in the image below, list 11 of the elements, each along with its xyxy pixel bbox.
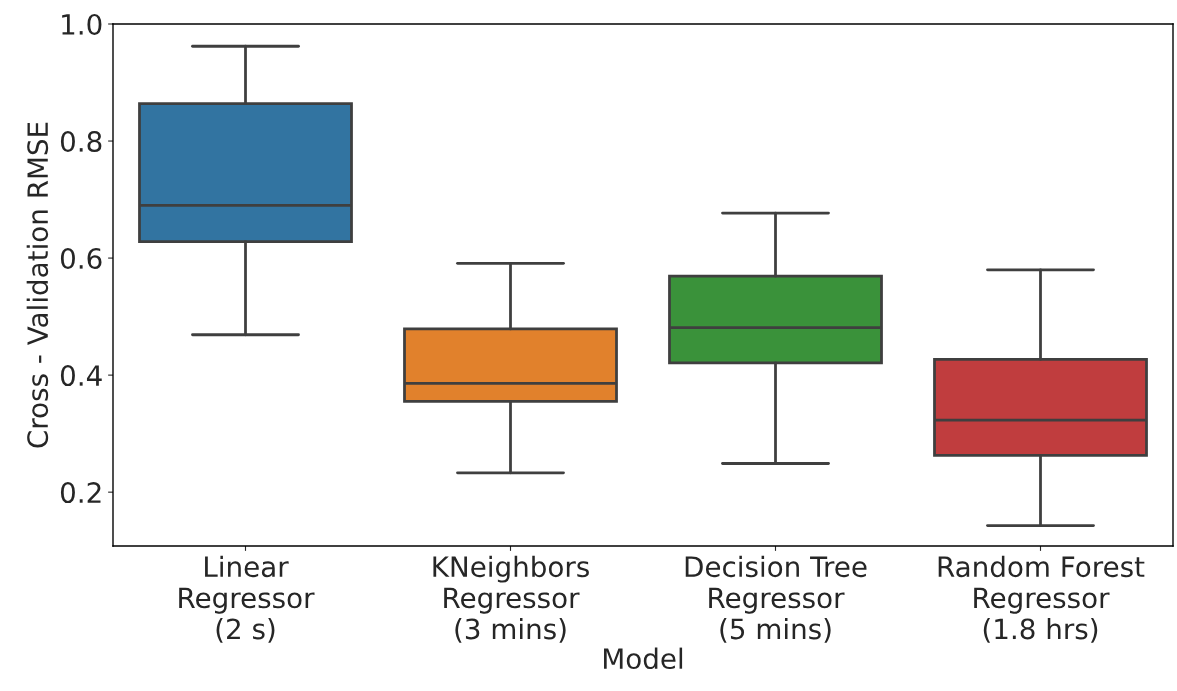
x-tick-label: Decision Tree Regressor (5 mins) [685, 555, 867, 643]
x-tick-label: Linear Regressor (2 s) [179, 555, 315, 643]
y-tick-label: 0.4 [60, 365, 102, 387]
y-axis-title: Cross - Validation RMSE [26, 122, 49, 448]
y-tick-label: 1.0 [62, 13, 102, 35]
y-tick-label: 0.6 [60, 248, 102, 270]
x-axis-title: Model [604, 647, 683, 670]
y-tick-label: 0.8 [60, 130, 102, 152]
y-tick-label: 0.2 [60, 482, 101, 504]
x-tick-label: KNeighbors Regressor (3 mins) [433, 555, 589, 643]
x-tick-label: Random Forest Regressor (1.8 hrs) [938, 555, 1145, 643]
